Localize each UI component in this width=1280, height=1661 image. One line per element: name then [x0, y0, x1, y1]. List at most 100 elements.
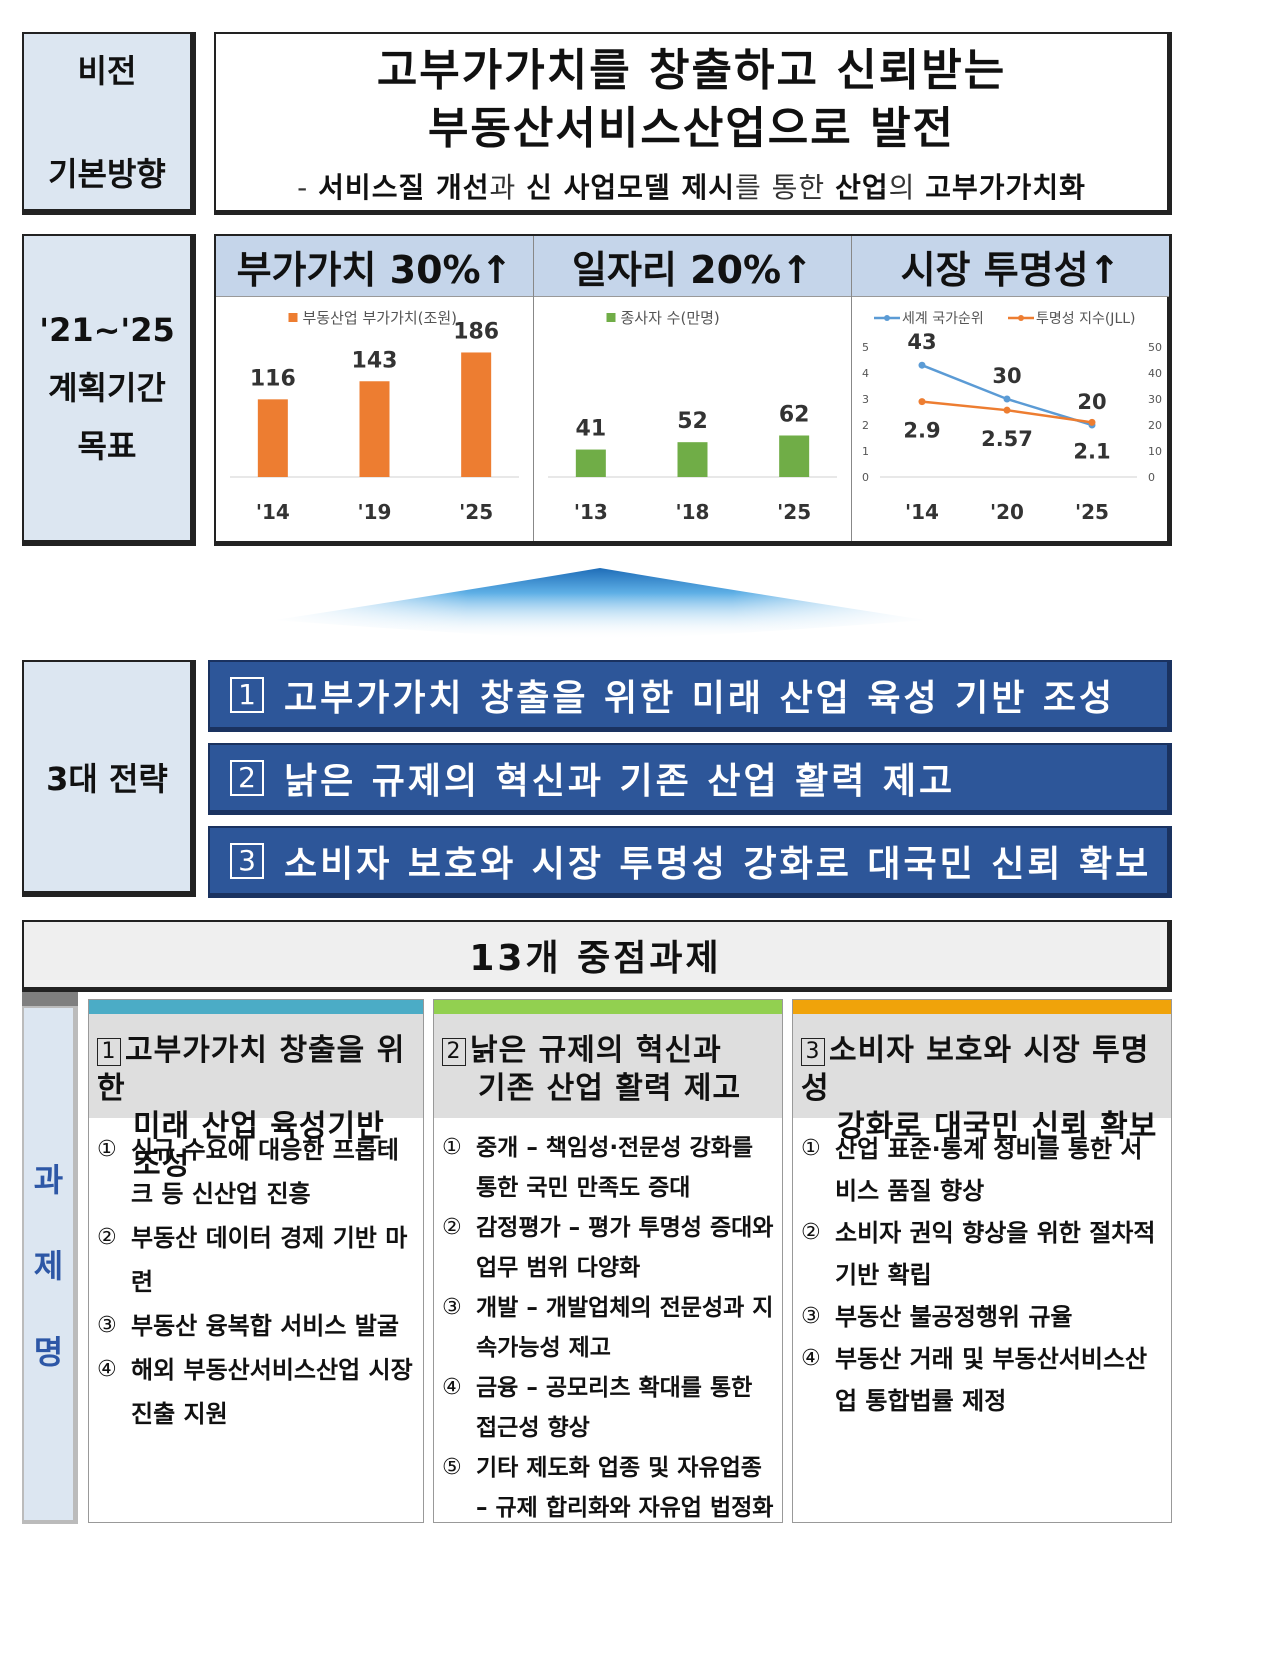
list-item: ② 감정평가 – 평가 투명성 증대와 업무 범위 다양화	[442, 1215, 774, 1281]
transparency-line-chart: 세계 국가순위 투명성 지수(JLL)0123450102030405043302…	[862, 311, 1162, 524]
vision-title-line1: 고부가가치를 창출하고 신뢰받는	[376, 45, 1007, 96]
legend-swatch	[606, 313, 616, 322]
strategy-3-number: 3	[230, 842, 264, 879]
strategy-2: 2 낡은 규제의 혁신과 기존 산업 활력 제고	[208, 743, 1172, 815]
list-item: ② 부동산 데이터 경제 기반 마련	[97, 1224, 408, 1296]
bar	[257, 399, 288, 477]
task-column-1-list: ① 신규 수요에 대응한 프롭테크 등 신산업 진흥 ② 부동산 데이터 경제 기반…	[89, 1118, 423, 1436]
value-added-bar-chart: 부동산업 부가가치(조원) 116 '14 143 '19 186 '25	[230, 309, 519, 524]
point-index	[918, 398, 926, 406]
task-column-2-list: ① 중개 – 책임성·전문성 강화를 통한 국민 만족도 증대 ② 감정평가 – 평…	[434, 1118, 782, 1528]
goal-value-added: 부가가치 30%↑ 부동산업 부가가치(조원) 116 '14 143 '19 186 '2…	[216, 236, 534, 541]
bar	[461, 352, 492, 477]
vision-statement-box: 고부가가치를 창출하고 신뢰받는 부동산서비스산업으로 발전 - 서비스질 개선…	[214, 32, 1172, 215]
data-label-rank: 43	[907, 330, 936, 354]
tick-label: '14	[905, 500, 939, 524]
goal-jobs: 일자리 20%↑ 종사자 수(만명) 41 '13 52 '18 62 '25	[534, 236, 852, 541]
legend-label-index: 투명성 지수(JLL)	[1036, 311, 1136, 327]
vision-label: 비전	[77, 52, 137, 90]
task-column-2-colorbar	[434, 1000, 782, 1014]
data-label-index: 2.9	[903, 419, 940, 443]
data-label-rank: 20	[1077, 390, 1106, 414]
tick-label: '20	[990, 500, 1024, 524]
task-column-1-title: 1 고부가가치 창출을 위한 미래 산업 육성기반 조성	[89, 1014, 423, 1182]
right-tick-label: 50	[1148, 341, 1162, 354]
left-tick-label: 3	[862, 393, 869, 406]
legend-label: 종사자 수(만명)	[621, 309, 720, 327]
plan-period-word: 계획기간	[48, 369, 166, 407]
list-item: ④ 금융 – 공모리츠 확대를 통한 접근성 향상	[442, 1375, 753, 1441]
data-label: 143	[352, 348, 398, 373]
task-column-1: 1 고부가가치 창출을 위한 미래 산업 육성기반 조성 ① 신규 수요에 대응한 …	[88, 999, 424, 1523]
data-label: 62	[779, 402, 810, 427]
legend-swatch	[288, 313, 298, 322]
task-column-1-colorbar	[89, 1000, 423, 1014]
left-tick-label: 2	[862, 419, 869, 432]
list-item: ④ 해외 부동산서비스산업 시장 진출 지원	[97, 1356, 413, 1428]
right-tick-label: 40	[1148, 367, 1162, 380]
list-item: ④ 부동산 거래 및 부동산서비스산업 통합법률 제정	[801, 1345, 1148, 1415]
list-item: ③ 부동산 불공정행위 규율	[801, 1303, 1073, 1331]
legend-label-rank: 세계 국가순위	[902, 311, 984, 327]
bar	[575, 449, 606, 477]
goal-head-value-added: 부가가치 30%↑	[216, 236, 533, 297]
point-rank	[1003, 395, 1011, 403]
target-word: 목표	[77, 427, 137, 465]
task-name-side-tab: 과 제 명	[22, 1006, 78, 1524]
task-column-3-colorbar	[793, 1000, 1171, 1014]
legend-label: 부동산업 부가가치(조원)	[303, 309, 457, 327]
data-label: 52	[677, 409, 708, 434]
tick-label: '13	[574, 500, 608, 524]
list-item: ③ 개발 – 개발업체의 전문성과 지속가능성 제고	[442, 1295, 774, 1361]
legend-marker-rank	[884, 315, 890, 321]
goal-head-transparency: 시장 투명성↑	[852, 236, 1169, 297]
strategy-1-number: 1	[230, 676, 264, 713]
point-index	[1088, 418, 1096, 426]
vision-label-box: 비전 기본방향	[22, 32, 196, 215]
tick-label: '25	[777, 500, 811, 524]
tasks-header: 13개 중점과제	[22, 920, 1172, 992]
strategy-1-text: 고부가가치 창출을 위한 미래 산업 육성 기반 조성	[284, 677, 1116, 719]
data-label-index: 2.1	[1073, 439, 1110, 463]
strategy-3: 3 소비자 보호와 시장 투명성 강화로 대국민 신뢰 확보	[208, 826, 1172, 898]
task-column-2-title: 2 낡은 규제의 혁신과 기존 산업 활력 제고	[434, 1014, 782, 1118]
task-column-3: 3 소비자 보호와 시장 투명성 강화로 대국민 신뢰 확보 ① 산업 표준·통계 …	[792, 999, 1172, 1523]
data-label: 41	[576, 417, 607, 442]
vision-subtitle: - 서비스질 개선과 신 사업모델 제시를 통한 산업의 고부가가치화	[297, 171, 1086, 204]
goal-head-jobs: 일자리 20%↑	[534, 236, 851, 297]
jobs-bar-chart: 종사자 수(만명) 41 '13 52 '18 62 '25	[548, 309, 837, 524]
right-tick-label: 30	[1148, 393, 1162, 406]
data-label: 186	[453, 319, 499, 344]
list-item: ⑤ 기타 제도화 업종 및 자유업종 – 규제 합리화와 자유업 법정화	[442, 1455, 774, 1521]
data-label-index: 2.57	[981, 427, 1033, 451]
plan-period-label: '21~'25	[39, 311, 175, 349]
bar	[359, 381, 390, 477]
tick-label: '14	[256, 500, 290, 524]
legend-marker-index	[1018, 315, 1024, 321]
strategy-2-text: 낡은 규제의 혁신과 기존 산업 활력 제고	[284, 760, 956, 802]
list-item: ① 신규 수요에 대응한 프롭테크 등 신산업 진흥	[97, 1136, 399, 1208]
goals-panel: 부가가치 30%↑ 부동산업 부가가치(조원) 116 '14 143 '19 186 '2…	[214, 234, 1172, 546]
side-tab-cap	[22, 992, 78, 1006]
vision-title-line2: 부동산서비스산업으로 발전	[427, 103, 956, 154]
basic-direction-label: 기본방향	[48, 155, 166, 193]
strategy-2-number: 2	[230, 759, 264, 796]
point-index	[1003, 406, 1011, 414]
left-tick-label: 4	[862, 367, 869, 380]
bar	[677, 442, 708, 477]
tick-label: '18	[676, 500, 710, 524]
strategies-label: 3대 전략	[46, 759, 168, 798]
strategy-1: 1 고부가가치 창출을 위한 미래 산업 육성 기반 조성	[208, 660, 1172, 732]
right-tick-label: 20	[1148, 419, 1162, 432]
left-tick-label: 5	[862, 341, 869, 354]
tick-label: '19	[358, 500, 392, 524]
right-tick-label: 0	[1148, 471, 1155, 484]
list-item: ③ 부동산 융복합 서비스 발굴	[97, 1312, 399, 1340]
goal-transparency: 시장 투명성↑ 세계 국가순위 투명성 지수(JLL) 0 1 2 3 4 5 0 10 20 30 4…	[852, 236, 1169, 541]
data-label-rank: 30	[992, 364, 1021, 388]
list-item: ① 중개 – 책임성·전문성 강화를 통한 국민 만족도 증대	[442, 1135, 754, 1201]
list-item: ② 소비자 권익 향상을 위한 절차적 기반 확립	[801, 1219, 1156, 1289]
task-column-3-title: 3 소비자 보호와 시장 투명성 강화로 대국민 신뢰 확보	[793, 1014, 1171, 1144]
bar	[779, 435, 810, 477]
data-label: 116	[250, 366, 296, 391]
